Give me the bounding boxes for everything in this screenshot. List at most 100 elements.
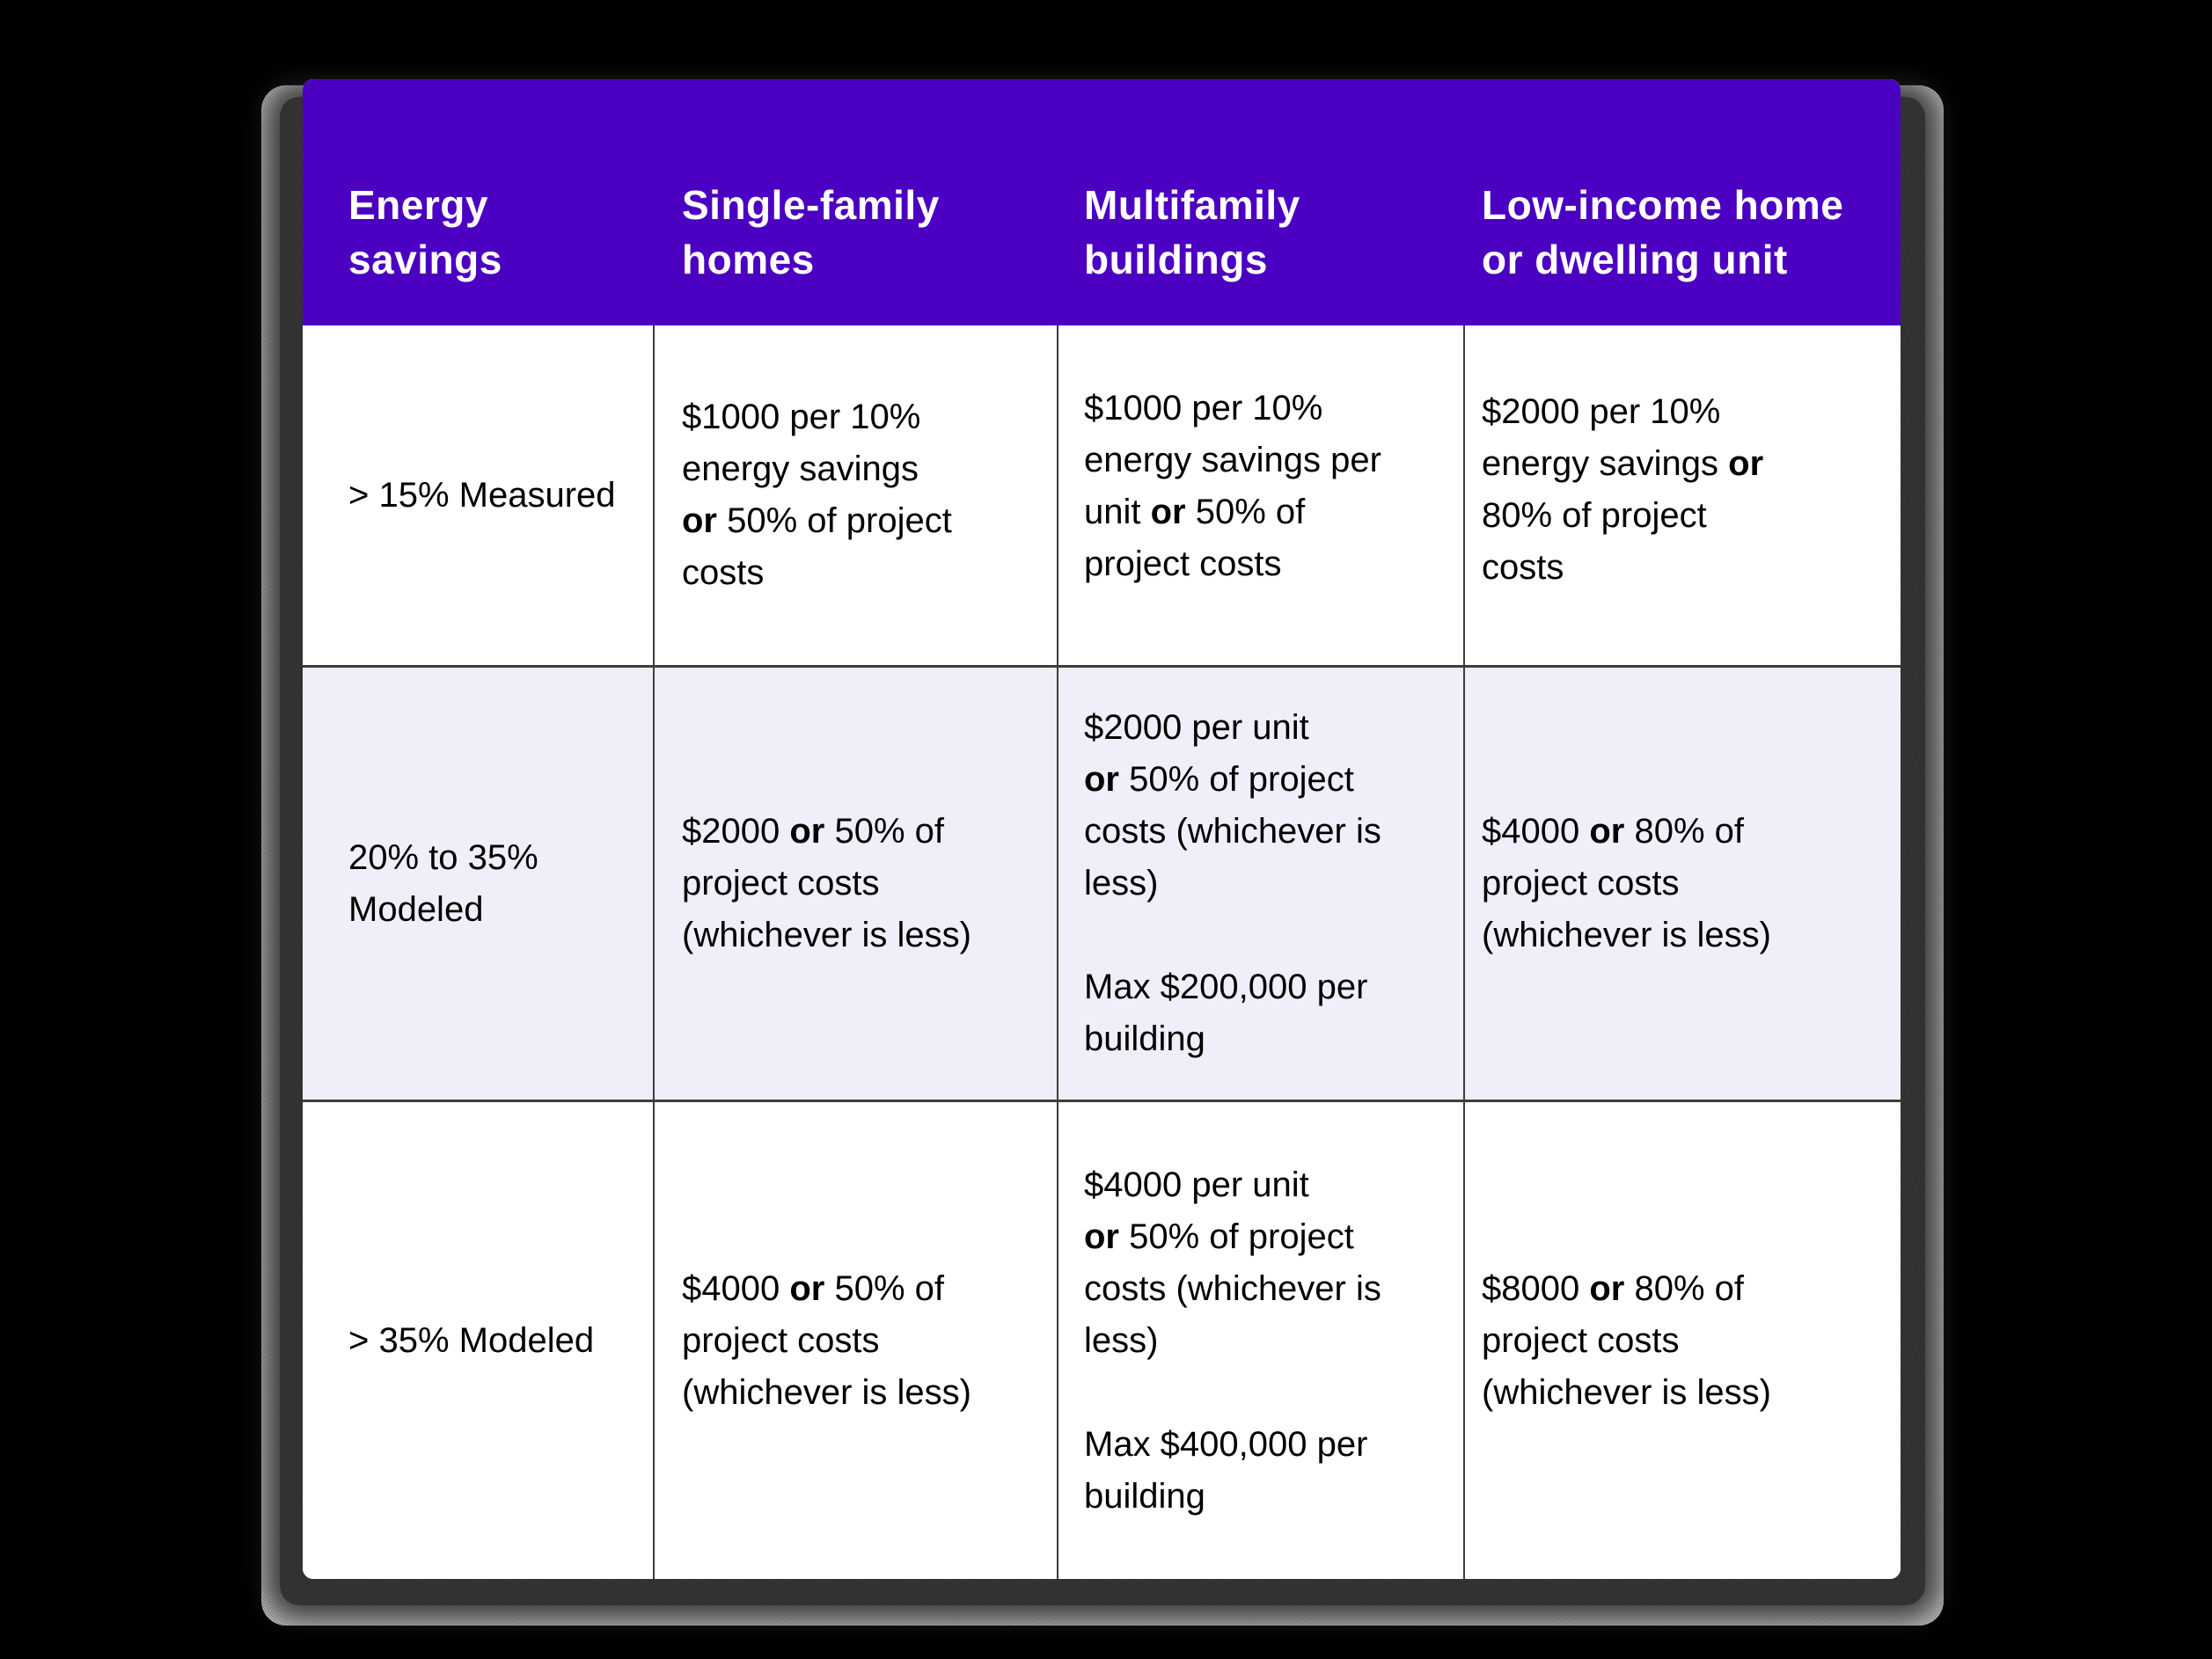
- header-single-family: Single-family homes: [682, 178, 940, 287]
- cell-line: $2000 per 10%: [1482, 392, 1721, 431]
- header-text: Low-income home: [1482, 182, 1844, 228]
- cell-line: building: [1084, 1476, 1205, 1516]
- cell-line: $2000 per unit: [1084, 708, 1309, 747]
- cell-line: energy savings: [682, 449, 919, 488]
- paragraph-gap: [1084, 1367, 1381, 1419]
- header-text: or dwelling unit: [1482, 237, 1788, 282]
- cell-line: costs: [1482, 548, 1564, 587]
- cell-line: or 50% of project: [1084, 1211, 1381, 1263]
- or-emphasis: or: [1589, 1268, 1625, 1308]
- low-income-cell: $2000 per 10% energy savings or 80% of p…: [1482, 320, 1895, 660]
- cell-fragment: $4000: [1482, 812, 1590, 851]
- row-label: > 15% Measured: [348, 475, 616, 515]
- cell-fragment: 80% of: [1624, 812, 1744, 851]
- cell-line: less): [1084, 1320, 1159, 1360]
- or-emphasis: or: [1589, 812, 1625, 851]
- paragraph-gap: [1084, 910, 1381, 961]
- cell-line: 80% of project: [1482, 496, 1707, 535]
- table-header: Energy savings Single-family homes Multi…: [303, 79, 1901, 325]
- or-emphasis: or: [682, 501, 717, 540]
- column-divider: [1057, 325, 1058, 1579]
- cell-fragment: 50% of: [1185, 493, 1306, 531]
- or-emphasis: or: [1150, 493, 1186, 531]
- cell-fragment: 50% of: [824, 1268, 944, 1308]
- cell-fragment: 50% of project: [717, 501, 952, 540]
- cell-line: (whichever is less): [682, 916, 971, 954]
- row-label-cell: > 15% Measured: [348, 325, 648, 665]
- header-text: Single-family: [682, 182, 940, 228]
- cell-fragment: 50% of: [824, 812, 944, 851]
- multifamily-cell: $2000 per unit or 50% of project costs (…: [1084, 668, 1458, 1100]
- cell-line: project costs: [1084, 544, 1282, 583]
- or-emphasis: or: [1084, 1217, 1119, 1256]
- cell-line: $1000 per 10%: [1084, 389, 1323, 428]
- cell-line: Max $400,000 per: [1084, 1424, 1368, 1464]
- table-row: [303, 666, 1901, 1100]
- cell-text: $4000 or 50% of project costs (whichever…: [682, 1263, 971, 1419]
- single-family-cell: $1000 per 10% energy savings or 50% of p…: [682, 325, 1051, 665]
- cell-text: $2000 per unit or 50% of project costs (…: [1084, 702, 1381, 1065]
- header-multifamily: Multifamily buildings: [1084, 178, 1300, 287]
- row-divider: [303, 1100, 1901, 1102]
- cell-line: unit or 50% of: [1084, 486, 1381, 538]
- cell-text: $4000 or 80% of project costs (whichever…: [1482, 806, 1771, 961]
- row-label-cell: > 35% Modeled: [348, 1102, 648, 1579]
- energy-savings-table-card: Energy savings Single-family homes Multi…: [303, 79, 1901, 1579]
- cell-line: or 50% of project: [682, 495, 952, 547]
- table-row: [303, 1100, 1901, 1579]
- table-row: [303, 325, 1901, 666]
- cell-line: building: [1084, 1020, 1205, 1058]
- cell-fragment: 50% of project: [1119, 1217, 1354, 1256]
- cell-line: (whichever is less): [1482, 916, 1771, 954]
- low-income-cell: $8000 or 80% of project costs (whichever…: [1482, 1102, 1895, 1579]
- cell-line: (whichever is less): [1482, 1372, 1771, 1412]
- header-text: savings: [348, 237, 502, 282]
- cell-line: less): [1084, 864, 1159, 903]
- cell-line: $2000 or 50% of: [682, 806, 971, 858]
- cell-fragment: $8000: [1482, 1268, 1590, 1308]
- cell-line: or 50% of project: [1084, 754, 1381, 806]
- cell-line: costs (whichever is: [1084, 812, 1381, 851]
- or-emphasis: or: [1728, 444, 1764, 483]
- cell-line: Modeled: [348, 889, 484, 929]
- single-family-cell: $2000 or 50% of project costs (whichever…: [682, 668, 1051, 1100]
- cell-text: $1000 per 10% energy savings or 50% of p…: [682, 391, 952, 599]
- cell-fragment: 50% of project: [1119, 760, 1354, 799]
- cell-line: project costs: [682, 1320, 880, 1360]
- cell-line: costs (whichever is: [1084, 1268, 1381, 1308]
- row-divider: [303, 665, 1901, 668]
- or-emphasis: or: [789, 1268, 825, 1308]
- or-emphasis: or: [789, 812, 825, 851]
- row-label-cell: 20% to 35% Modeled: [348, 668, 648, 1100]
- cell-fragment: unit: [1084, 493, 1151, 531]
- cell-line: $1000 per 10%: [682, 398, 921, 436]
- cell-text: $8000 or 80% of project costs (whichever…: [1482, 1263, 1771, 1419]
- header-low-income: Low-income home or dwelling unit: [1482, 178, 1843, 287]
- cell-text: $4000 per unit or 50% of project costs (…: [1084, 1159, 1381, 1523]
- cell-line: energy savings per: [1084, 441, 1381, 479]
- multifamily-cell: $4000 per unit or 50% of project costs (…: [1084, 1102, 1458, 1579]
- cell-line: energy savings or: [1482, 438, 1763, 490]
- or-emphasis: or: [1084, 760, 1119, 799]
- cell-fragment: energy savings: [1482, 444, 1729, 483]
- cell-line: Max $200,000 per: [1084, 968, 1368, 1006]
- multifamily-cell: $1000 per 10% energy savings per unit or…: [1084, 317, 1458, 656]
- cell-text: $2000 or 50% of project costs (whichever…: [682, 806, 971, 961]
- cell-fragment: $4000: [682, 1268, 790, 1308]
- cell-line: $4000 per unit: [1084, 1165, 1309, 1204]
- header-text: homes: [682, 237, 815, 282]
- cell-line: $4000 or 80% of: [1482, 806, 1771, 858]
- cell-line: 20% to 35%: [348, 837, 538, 877]
- row-label: 20% to 35% Modeled: [348, 832, 538, 936]
- cell-line: (whichever is less): [682, 1372, 971, 1412]
- cell-line: project costs: [1482, 864, 1680, 903]
- cell-line: project costs: [1482, 1320, 1680, 1360]
- row-label: > 35% Modeled: [348, 1320, 595, 1360]
- cell-fragment: $2000: [682, 812, 790, 851]
- column-divider: [653, 325, 655, 1579]
- single-family-cell: $4000 or 50% of project costs (whichever…: [682, 1102, 1051, 1579]
- header-energy-savings: Energy savings: [348, 178, 502, 287]
- cell-line: costs: [682, 553, 765, 592]
- cell-line: $4000 or 50% of: [682, 1263, 971, 1315]
- header-text: Energy: [348, 182, 488, 228]
